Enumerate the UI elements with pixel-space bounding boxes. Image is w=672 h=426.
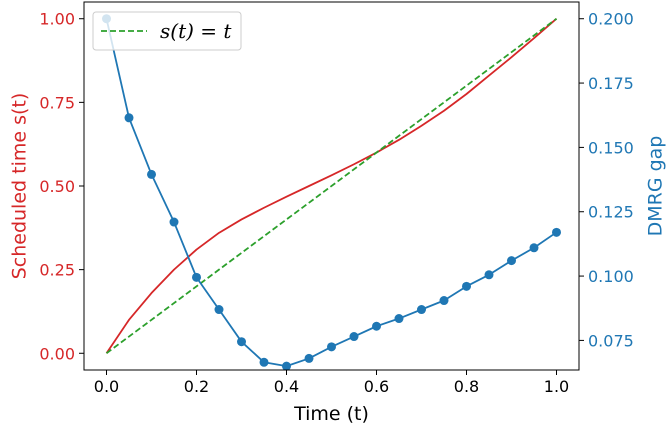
legend-entry-reference: s(t) = t [160, 19, 232, 43]
y-axis-right: 0.075 0.100 0.125 0.150 0.175 0.200 [579, 10, 634, 350]
y-right-tick-label: 0.200 [588, 10, 634, 29]
gap-data-point [327, 342, 336, 352]
gap-data-point [147, 169, 156, 179]
gap-data-point [372, 321, 381, 331]
gap-data-point [349, 332, 359, 342]
x-axis-title: Time (t) [293, 403, 369, 425]
gap-data-point [259, 357, 269, 367]
legend: s(t) = t [92, 11, 242, 51]
gap-data-point [237, 337, 246, 347]
y-right-tick-label: 0.175 [588, 74, 634, 93]
y-left-tick-label: 1.00 [39, 10, 75, 29]
y-right-tick-label: 0.075 [588, 331, 634, 350]
y-left-tick-label: 0.00 [39, 344, 75, 363]
y-right-tick-label: 0.150 [588, 138, 634, 157]
x-axis: 0.0 0.2 0.4 0.6 0.8 1.0 [94, 370, 569, 396]
gap-data-point [439, 296, 449, 306]
gap-data-point [304, 353, 314, 363]
x-tick-label: 0.2 [184, 377, 209, 396]
schedule-series-line [105, 18, 558, 354]
gap-data-point [529, 243, 539, 253]
y-axis-left: 0.00 0.25 0.50 0.75 1.00 [39, 10, 84, 363]
gap-data-point [484, 270, 494, 280]
x-tick-label: 1.0 [544, 377, 569, 396]
x-tick-label: 0.8 [454, 377, 479, 396]
gap-data-point [394, 314, 404, 324]
y-left-tick-label: 0.50 [39, 177, 75, 196]
plot-marks [102, 14, 561, 371]
y-left-tick-label: 0.25 [39, 261, 75, 280]
reference-series-line [105, 18, 558, 354]
gap-data-point [282, 361, 291, 371]
y-left-tick-label: 0.75 [39, 93, 75, 112]
y-axis-right-title: DMRG gap [645, 136, 667, 237]
legend-box [92, 11, 242, 51]
gap-data-point [462, 281, 471, 291]
x-tick-label: 0.6 [364, 377, 389, 396]
gap-data-point [169, 217, 179, 227]
gap-data-point [192, 272, 201, 282]
x-tick-label: 0.4 [274, 377, 299, 396]
gap-series-line [105, 18, 558, 368]
y-right-tick-label: 0.100 [588, 267, 634, 286]
gap-data-point [417, 305, 426, 315]
x-tick-label: 0.0 [94, 377, 119, 396]
gap-data-point [507, 256, 516, 266]
y-axis-left-title: Scheduled time s(t) [9, 93, 31, 280]
gap-data-point [124, 113, 134, 123]
gap-data-point [552, 227, 561, 237]
y-right-tick-label: 0.125 [588, 203, 634, 222]
gap-data-point [214, 305, 224, 315]
